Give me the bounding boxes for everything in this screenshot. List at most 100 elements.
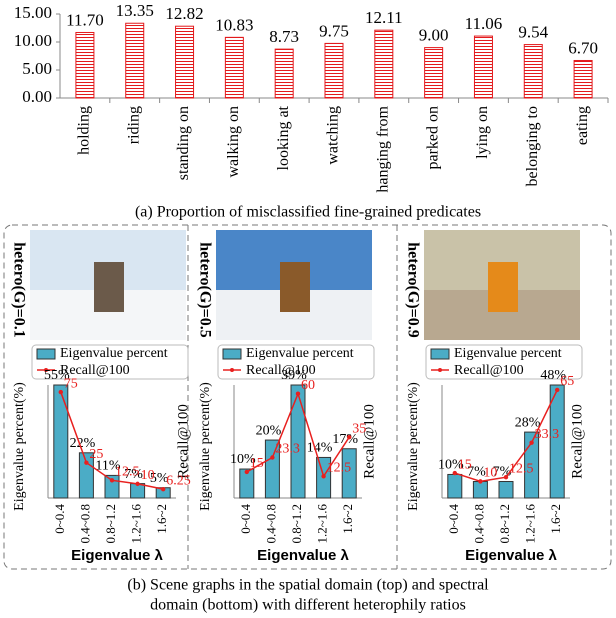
- y2-axis-label: Recall@100: [569, 404, 585, 479]
- bar: [176, 26, 194, 98]
- value-label: 11.70: [66, 10, 104, 29]
- x-tick-label: 0~0.4: [446, 504, 461, 534]
- value-label: 9.00: [419, 26, 449, 45]
- point: [296, 391, 300, 395]
- x-axis-label: Eigenvalue λ: [465, 547, 557, 564]
- caption-a: (a) Proportion of misclassified fine-gra…: [135, 204, 481, 221]
- point-label: 12.5: [327, 460, 352, 475]
- point-label: 15: [458, 457, 472, 472]
- legend-swatch: [431, 349, 449, 359]
- bar: [473, 482, 487, 498]
- x-tick-label: 0.4~0.8: [77, 504, 92, 544]
- point-label: 10: [483, 466, 497, 481]
- value-label: 20%: [256, 423, 282, 438]
- y2-axis-label: Recall@100: [175, 404, 191, 479]
- value-label: 6.70: [568, 38, 598, 57]
- value-label: 9.54: [518, 22, 548, 41]
- x-tick-label: 1.6~2: [154, 504, 169, 534]
- point-label: 65: [560, 374, 574, 389]
- x-tick-label: 1.6~2: [548, 504, 563, 534]
- bar: [474, 36, 492, 98]
- side-title: hetero(G)=0.5: [196, 242, 213, 337]
- point-label: 23.3: [275, 442, 300, 457]
- point-label: 25: [89, 447, 103, 462]
- bar: [325, 43, 343, 98]
- point-label: 12.5: [509, 461, 534, 476]
- photo-object: [94, 262, 124, 312]
- value-label: 12.82: [165, 4, 203, 23]
- side-title: hetero(G)=0.1: [10, 242, 27, 337]
- x-tick-label: standing on: [175, 106, 192, 180]
- point: [135, 482, 139, 486]
- y-tick-label: 15.00: [14, 3, 52, 22]
- x-tick-label: 0.8~1.2: [289, 504, 304, 544]
- point: [555, 388, 559, 392]
- point-label: 75: [64, 376, 78, 391]
- bar: [54, 385, 68, 498]
- y-axis-label: Eigenvalue percent(%): [406, 382, 421, 511]
- value-label: 9.75: [319, 21, 349, 40]
- point: [347, 435, 351, 439]
- bar: [375, 30, 393, 98]
- figure: (b) Scene graphs in the spatial domain (…: [0, 0, 616, 618]
- point: [110, 478, 114, 482]
- value-label: 12.11: [365, 8, 403, 27]
- point-label: 35: [352, 421, 366, 436]
- x-tick-label: lying on: [474, 106, 491, 159]
- x-tick-label: 0~0.4: [52, 504, 67, 534]
- point: [453, 471, 457, 475]
- point-label: 6.25: [166, 473, 191, 488]
- x-tick-label: 1.6~2: [340, 504, 355, 534]
- point: [478, 479, 482, 483]
- point: [529, 440, 533, 444]
- point: [270, 455, 274, 459]
- bar: [499, 482, 513, 498]
- x-tick-label: 0.8~1.2: [103, 504, 118, 544]
- x-tick-label: looking at: [275, 105, 292, 170]
- x-tick-label: 0.4~0.8: [471, 504, 486, 544]
- x-tick-label: 1.2~1.6: [315, 504, 330, 544]
- bar: [425, 48, 443, 98]
- y-tick-label: 0.00: [22, 87, 52, 106]
- point-label: 15: [250, 456, 264, 471]
- point-label: 10: [141, 468, 155, 483]
- bar: [524, 45, 542, 98]
- legend-swatch: [37, 349, 55, 359]
- legend-swatch: [438, 368, 442, 372]
- y-axis-label: Eigenvalue percent(%): [198, 382, 213, 511]
- legend-swatch: [230, 368, 234, 372]
- x-tick-label: 1.2~1.6: [523, 504, 538, 544]
- bar: [574, 60, 592, 98]
- point: [161, 487, 165, 491]
- caption-b: (b) Scene graphs in the spatial domain (…: [127, 577, 489, 594]
- x-tick-label: 0~0.4: [238, 504, 253, 534]
- legend-swatch: [223, 349, 241, 359]
- point-label: 60: [301, 378, 315, 393]
- x-tick-label: riding: [125, 106, 142, 144]
- y2-axis-label: Recall@100: [361, 404, 377, 479]
- bar: [126, 23, 144, 98]
- point: [84, 460, 88, 464]
- x-tick-label: 0.8~1.2: [497, 504, 512, 544]
- caption-b: domain (bottom) with different heterophi…: [150, 597, 466, 614]
- x-tick-label: belonging to: [524, 106, 541, 186]
- point: [321, 474, 325, 478]
- x-tick-label: watching: [325, 106, 342, 165]
- bar: [76, 32, 94, 98]
- point: [59, 390, 63, 394]
- point-label: 33.3: [535, 427, 560, 442]
- bar: [275, 49, 293, 98]
- value-label: 10.83: [215, 15, 253, 34]
- y-tick-label: 5.00: [22, 59, 52, 78]
- bar: [225, 37, 243, 98]
- x-tick-label: hanging from: [374, 105, 391, 192]
- value-label: 13.35: [116, 1, 154, 20]
- legend-label: Eigenvalue percent: [454, 346, 562, 361]
- photo-object: [488, 262, 518, 312]
- x-tick-label: 0.4~0.8: [263, 504, 278, 544]
- x-axis-label: Eigenvalue λ: [71, 547, 163, 564]
- point-label: 12.5: [115, 465, 140, 480]
- side-title: hetero(G)=0.9: [404, 242, 421, 337]
- bar: [448, 474, 462, 498]
- legend-label: Recall@100: [454, 363, 524, 378]
